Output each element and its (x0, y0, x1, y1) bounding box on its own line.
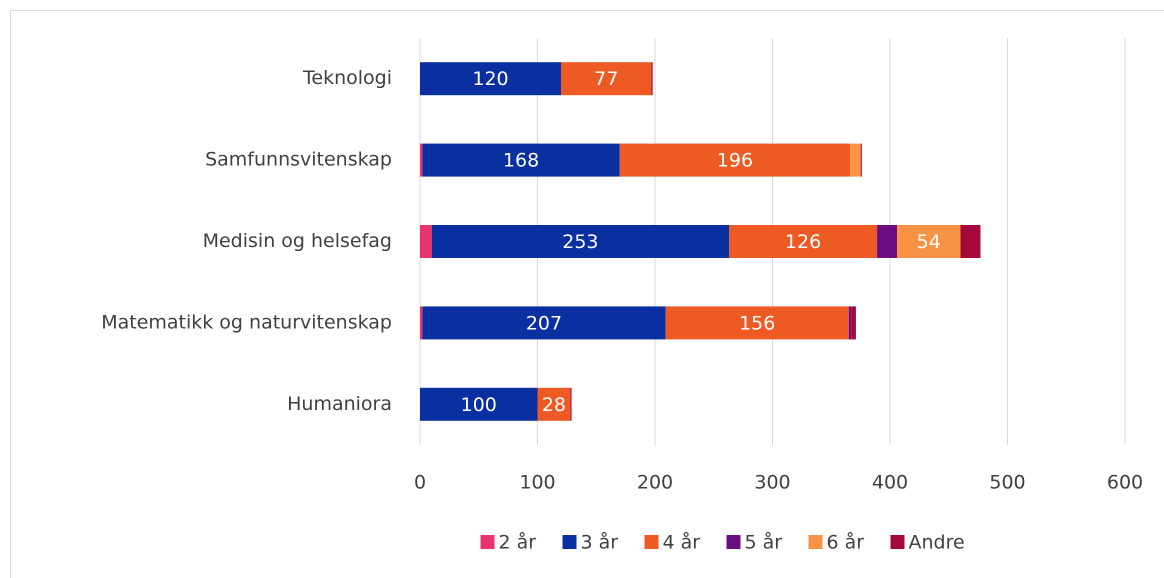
data-label: 120 (472, 68, 508, 90)
bar-segment (420, 62, 561, 96)
data-label: 126 (785, 231, 821, 253)
x-tick-label: 500 (989, 472, 1025, 494)
legend-label: 3 år (581, 531, 619, 554)
legend-label: 4 år (663, 531, 701, 554)
bar-segment (651, 62, 653, 96)
legend-swatch (562, 535, 577, 549)
x-tick-label: 400 (872, 472, 908, 494)
data-label: 100 (461, 394, 497, 416)
data-label: 196 (717, 150, 753, 172)
x-tick-label: 0 (414, 472, 426, 494)
legend-label: 2 år (499, 531, 537, 554)
bar-segment (897, 225, 961, 258)
data-label: 54 (917, 231, 941, 253)
bar-segment (848, 306, 852, 340)
x-tick-label: 600 (1107, 472, 1143, 494)
bar-segment (561, 62, 652, 96)
y-tick-label: Teknologi (302, 67, 392, 89)
x-tick-label: 100 (519, 472, 555, 494)
legend-swatch (808, 535, 823, 549)
x-tick-label: 200 (637, 472, 673, 494)
data-label: 77 (594, 68, 618, 90)
bar-segment (431, 225, 730, 258)
bar-segment (960, 225, 981, 258)
chart-frame (10, 10, 1164, 578)
bar-segment (420, 387, 538, 421)
legend-label: 6 år (827, 531, 865, 554)
data-label: 207 (526, 312, 562, 334)
legend-swatch (726, 535, 741, 549)
legend-swatch (644, 535, 659, 549)
x-tick-label: 300 (754, 472, 790, 494)
bar-segment (420, 225, 432, 258)
bar-segment (729, 225, 878, 258)
bar-segment (851, 306, 856, 340)
y-tick-label: Medisin og helsefag (203, 230, 392, 252)
y-tick-label: Matematikk og naturvitenskap (101, 311, 392, 333)
legend-swatch (890, 535, 905, 549)
data-label: 28 (542, 394, 566, 416)
y-tick-label: Humaniora (287, 393, 392, 415)
legend-swatch (480, 535, 495, 549)
bar-segment (420, 306, 423, 340)
bar-segment (422, 306, 666, 340)
bar-segment (619, 143, 851, 177)
bar-segment (850, 143, 861, 177)
data-label: 168 (503, 150, 539, 172)
bar-segment (860, 143, 862, 177)
bar-segment (537, 387, 571, 421)
data-label: 253 (562, 231, 598, 253)
bar-segment (665, 306, 849, 340)
bar-segment (570, 387, 572, 421)
legend-label: Andre (909, 532, 965, 554)
bar-segment (422, 143, 620, 177)
bar-segment (420, 143, 423, 177)
legend-label: 5 år (745, 531, 783, 554)
bar-segment (877, 225, 898, 258)
data-label: 156 (739, 312, 775, 334)
y-tick-label: Samfunnsvitenskap (205, 149, 392, 171)
